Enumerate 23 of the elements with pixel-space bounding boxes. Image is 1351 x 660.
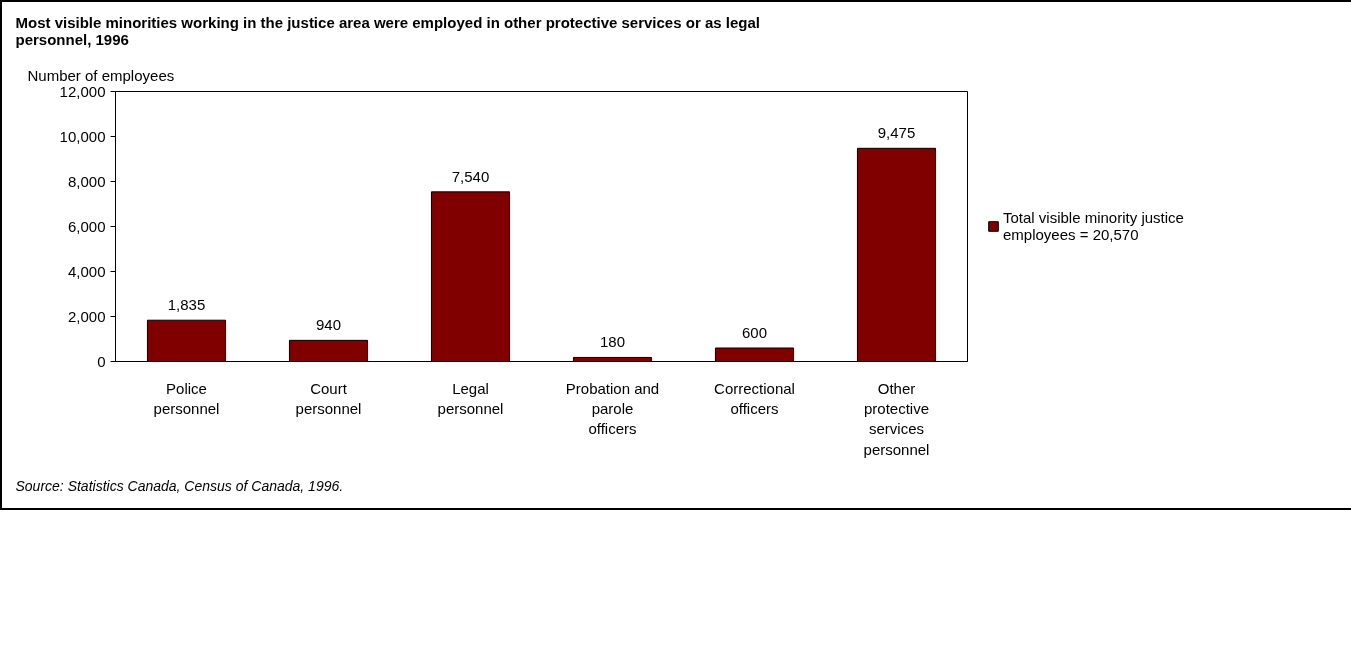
legend-label: Total visible minority justice employees = 20,570 [1003,209,1184,243]
y-tick-label: 4,000 [67,262,106,280]
y-axis-title: Number of employees [27,66,175,84]
y-tick-label: 2,000 [67,307,106,325]
text: 940 [315,316,342,334]
y-tick-label: 8,000 [67,172,106,190]
chart-title: Most visible minorities working in the justice area were employed in other protective services or as legal personnel, 1996 [15,13,760,48]
x-tick-label: Court personnel [295,379,362,417]
text: 9,475 [877,124,916,142]
text: 600 [741,324,768,341]
x-tick-label: Legal personnel [437,379,504,417]
text: 1,835 [167,296,206,314]
y-tick-label: 0 [97,352,106,370]
source-note: Source: Statistics Canada, Census of Canada, 1996. [15,477,344,494]
x-tick-label: Other protective services personnel [863,379,930,458]
text: 180 [599,333,626,351]
y-tick-label: 6,000 [67,217,106,235]
x-tick-label: Probation and parole officers [565,379,660,438]
y-tick-label: 12,000 [59,82,106,100]
x-tick-label: Correctional officers [714,379,795,417]
x-tick-label: Police personnel [153,379,220,417]
text: 7,540 [451,167,490,185]
y-tick-label: 10,000 [59,127,106,145]
